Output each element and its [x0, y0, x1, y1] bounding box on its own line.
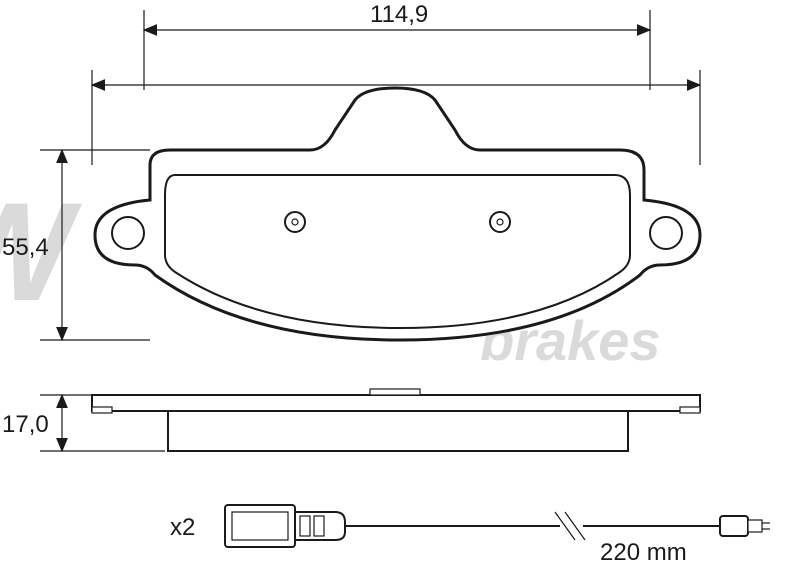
- dim-width-value: 114,9: [370, 1, 428, 28]
- side-view: [92, 389, 700, 451]
- wear-sensor: x2 220 mm: [170, 505, 770, 566]
- sensor-count-label: x2: [170, 514, 195, 541]
- dimension-width: 114,9: [144, 1, 650, 90]
- dim-thickness-value: 17,0: [2, 411, 49, 438]
- dim-height-value: 55,4: [2, 234, 49, 261]
- technical-drawing: W EX brakes 114,9 55,4: [0, 0, 786, 582]
- cable-length-label: 220 mm: [600, 539, 687, 566]
- front-view: [95, 88, 700, 340]
